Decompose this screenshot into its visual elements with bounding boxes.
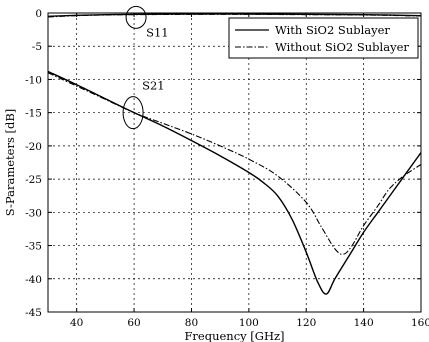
legend: With SiO2 Sublayer Without SiO2 Sublayer (228, 17, 419, 59)
y-tick-label: -25 (25, 174, 42, 186)
x-tick-label: 40 (70, 317, 83, 329)
annotation-circle-s11 (125, 5, 147, 29)
plot-frame (47, 12, 422, 313)
annotation-circle-s21 (122, 96, 144, 130)
annotation-label-s21: S21 (142, 79, 165, 93)
x-tick-label: 80 (185, 317, 198, 329)
y-tick-label: -15 (25, 108, 42, 120)
ticks (48, 12, 422, 313)
y-tick-label: -35 (25, 241, 42, 253)
x-axis-label: Frequency [GHz] (184, 329, 284, 342)
grid (48, 13, 421, 312)
x-tick-label: 140 (354, 317, 374, 329)
legend-box (228, 17, 419, 59)
x-tick-label: 160 (411, 317, 429, 329)
y-tick-label: -5 (32, 41, 42, 53)
tick-labels: 40 60 80 100 120 140 160 0 -5 -10 -15 -20 -25 -30 -35 -… (25, 8, 429, 329)
x-tick-label: 60 (127, 317, 140, 329)
series-line-s21-with-sio2 (47, 70, 422, 295)
y-axis-label: S-Parameters [dB] (3, 109, 17, 217)
annotations: S11 S21 (122, 5, 169, 130)
y-tick-label: -10 (25, 74, 42, 86)
y-tick-label: 0 (35, 8, 42, 20)
legend-label-with-sio2: With SiO2 Sublayer (275, 23, 390, 37)
y-tick-label: -20 (25, 141, 42, 153)
x-tick-label: 100 (239, 317, 259, 329)
annotation-label-s11: S11 (146, 25, 169, 39)
x-tick-label: 120 (296, 317, 316, 329)
y-tick-label: -30 (25, 207, 42, 219)
y-tick-label: -40 (25, 274, 42, 286)
y-tick-label: -45 (25, 307, 42, 319)
legend-label-without-sio2: Without SiO2 Sublayer (275, 40, 409, 54)
